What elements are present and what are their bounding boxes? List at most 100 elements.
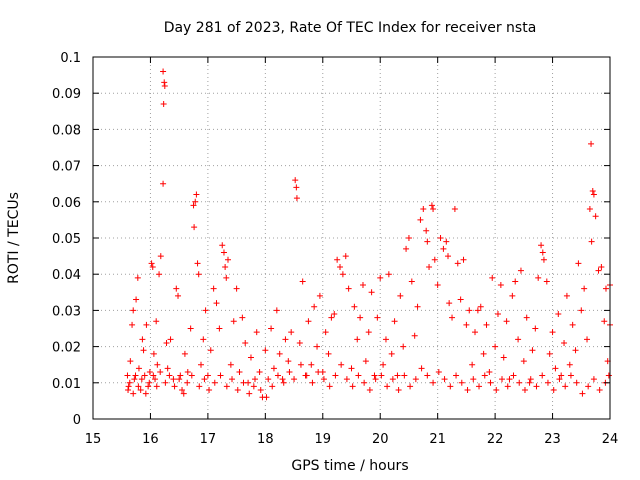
data-point: [428, 202, 435, 209]
data-point: [521, 387, 528, 394]
data-point: [157, 253, 164, 260]
y-tick-label: 0.09: [52, 87, 81, 102]
data-point: [211, 379, 218, 386]
data-point: [145, 383, 152, 390]
data-point: [447, 383, 454, 390]
data-point: [544, 379, 551, 386]
data-point: [233, 285, 240, 292]
data-point: [163, 339, 170, 346]
data-point: [384, 383, 391, 390]
data-point: [176, 376, 183, 383]
data-point: [288, 329, 295, 336]
data-point: [142, 390, 149, 397]
y-tick-label: 0.03: [52, 304, 81, 319]
data-point: [160, 68, 167, 75]
data-point: [210, 285, 217, 292]
data-point: [584, 336, 591, 343]
data-point: [552, 365, 559, 372]
data-point: [276, 350, 283, 357]
data-point: [129, 321, 136, 328]
data-point: [138, 376, 145, 383]
plot-frame: [92, 56, 611, 420]
data-point: [325, 350, 332, 357]
data-point: [332, 372, 339, 379]
data-point: [441, 376, 448, 383]
data-point: [143, 321, 150, 328]
data-point: [316, 292, 323, 299]
data-point: [126, 379, 133, 386]
data-point: [538, 242, 545, 249]
data-point: [311, 303, 318, 310]
y-tick-label: 0.01: [52, 377, 81, 392]
y-tick-label: 0.04: [52, 268, 81, 283]
data-point: [263, 394, 270, 401]
data-point: [397, 292, 404, 299]
data-point: [474, 307, 481, 314]
data-point: [355, 372, 362, 379]
data-point: [426, 263, 433, 270]
data-point: [440, 245, 447, 252]
data-point: [297, 361, 304, 368]
data-point: [389, 376, 396, 383]
x-tick-label: 22: [487, 432, 504, 447]
data-point: [401, 372, 408, 379]
data-point: [372, 376, 379, 383]
data-point: [437, 235, 444, 241]
data-point: [596, 387, 603, 394]
data-point: [322, 329, 329, 336]
data-point: [133, 296, 140, 303]
data-point: [220, 249, 227, 256]
data-point: [188, 372, 195, 379]
data-point: [130, 390, 137, 397]
data-point: [156, 271, 163, 278]
data-point: [338, 361, 345, 368]
data-point: [550, 387, 557, 394]
data-point: [492, 343, 499, 350]
data-point: [349, 383, 356, 390]
data-point: [216, 325, 223, 332]
data-point: [407, 383, 414, 390]
data-point: [418, 365, 425, 372]
data-point: [196, 383, 203, 390]
data-point: [543, 278, 550, 285]
data-point: [546, 350, 553, 357]
data-point: [527, 376, 534, 383]
data-point: [134, 274, 141, 281]
data-point: [385, 271, 392, 278]
y-tick-label: 0.08: [52, 123, 81, 138]
data-point: [270, 365, 277, 372]
data-point: [573, 379, 580, 386]
data-point: [345, 285, 352, 292]
data-point: [504, 383, 511, 390]
data-point: [451, 206, 458, 213]
data-point: [585, 383, 592, 390]
data-point: [506, 376, 513, 383]
data-point: [268, 325, 275, 332]
data-point: [246, 390, 253, 397]
data-point: [566, 361, 573, 368]
x-tick-label: 18: [257, 432, 274, 447]
data-point: [127, 358, 134, 365]
data-point: [175, 292, 182, 299]
data-point: [328, 314, 335, 321]
data-point: [195, 271, 202, 278]
data-point: [408, 278, 415, 285]
data-point: [515, 336, 522, 343]
data-point: [160, 101, 167, 108]
data-point: [510, 372, 517, 379]
data-point: [499, 376, 506, 383]
y-tick-labels: 0 0.01 0.02 0.03 0.04 0.05 0.06 0.07 0.08 0.09 0.1: [52, 51, 81, 428]
data-point: [265, 376, 272, 383]
data-point: [500, 354, 507, 361]
data-point: [487, 379, 494, 386]
x-tick-label: 15: [85, 432, 102, 447]
data-point: [250, 383, 257, 390]
data-point: [137, 387, 144, 394]
data-point: [187, 325, 194, 332]
data-point: [567, 372, 574, 379]
data-point: [180, 390, 187, 397]
y-tick-label: 0.02: [52, 341, 81, 356]
data-point: [164, 365, 171, 372]
data-point: [206, 387, 213, 394]
data-point: [453, 372, 460, 379]
